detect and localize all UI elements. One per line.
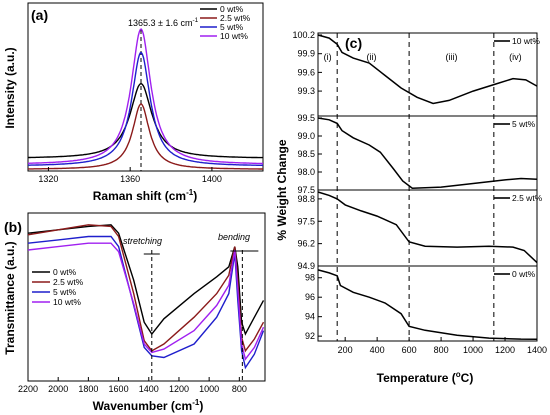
- panel-c-curves: [317, 34, 538, 340]
- panel-a-frame: [27, 2, 264, 172]
- panel-a-ylabel: Intensity (a.u.): [3, 47, 17, 128]
- panel-a-tick-label: 1320: [38, 174, 58, 184]
- panel-a-xlabel: Raman shift (cm-1): [93, 188, 197, 203]
- raman-line-0-wt: [28, 82, 263, 159]
- panel-b-tick-label: 2200: [18, 384, 38, 394]
- panel-c-ytick-label: 99.3: [297, 86, 315, 96]
- raman-line-5-wt: [28, 51, 264, 167]
- panel-b-ftir: (b) stretching bending 2200 2000 1800 1600 1…: [3, 212, 266, 413]
- panel-b-annotations: stretching bending: [123, 232, 259, 381]
- stage-label: (i): [324, 52, 332, 62]
- panel-c-frames: [317, 32, 538, 342]
- panel-a-peak-annotation: 1365.3 ± 1.6 cm-1: [128, 17, 199, 28]
- legend-b-label: 5 wt%: [53, 287, 77, 297]
- panel-c-xtick-label: 600: [402, 345, 417, 355]
- legend-b-label: 2.5 wt%: [53, 277, 84, 287]
- panel-a-tick-label: 1360: [120, 174, 140, 184]
- tga-line-2-5-wt: [317, 191, 538, 264]
- panel-b-xlabel: Wavenumber (cm-1): [93, 398, 204, 413]
- ftir-line-0-wt: [27, 224, 265, 336]
- legend-a-label: 0 wt%: [220, 4, 244, 14]
- panel-c-ytick-label: 96: [305, 292, 315, 302]
- panel-b-tick-label: 1600: [109, 384, 129, 394]
- panel-c-legend: 10 wt% 5 wt% 2.5 wt% 0 wt%: [494, 36, 543, 279]
- panel-c-ticks: 100.299.999.699.399.599.098.598.097.598.…: [292, 30, 547, 355]
- panel-c-subplot-frame: [317, 265, 538, 342]
- panel-c-stage-labels: (i) (ii) (iii) (iv): [324, 52, 522, 62]
- panel-c-ytick-label: 100.2: [292, 30, 315, 40]
- panel-c-ytick-label: 94: [305, 312, 315, 322]
- panel-a-legend: 0 wt%2.5 wt%5 wt%10 wt%: [200, 4, 251, 41]
- stage-label: (iv): [509, 52, 522, 62]
- panel-b-tick-label: 800: [232, 384, 247, 394]
- legend-a-label: 10 wt%: [220, 31, 248, 41]
- panel-b-x-ticks: 2200 2000 1800 1600 1400 1200 1000 800: [18, 377, 247, 394]
- panel-b-tick-label: 1800: [78, 384, 98, 394]
- panel-c-tga: (c) (i) (ii) (iii) (iv) 100.2 99.9 99.6 99.3 99…: [275, 30, 547, 385]
- panel-c-label: (c): [345, 35, 362, 51]
- panel-b-tick-label: 1200: [169, 384, 189, 394]
- panel-c-ytick-label: 96.2: [297, 239, 315, 249]
- raman-line-2-5-wt: [28, 103, 263, 170]
- panel-b-bending-label: bending: [218, 232, 250, 242]
- panel-c-ylabel: % Weight Change: [275, 139, 289, 240]
- ftir-line-10-wt: [27, 242, 265, 361]
- ftir-line-2-5-wt: [27, 224, 265, 353]
- panel-c-xtick-label: 800: [434, 345, 449, 355]
- stage-label: (ii): [367, 52, 377, 62]
- panel-b-tick-label: 1400: [139, 384, 159, 394]
- panel-b-frame: [27, 212, 266, 382]
- panel-c-ytick-label: 99.6: [297, 67, 315, 77]
- tga-line-0-wt: [317, 269, 538, 340]
- panel-c-ytick-label: 97.5: [297, 185, 315, 195]
- panel-c-stage-lines: [336, 33, 495, 341]
- panel-b-ylabel: Transmittance (a.u.): [3, 241, 17, 354]
- tga-line-10-wt: [317, 34, 538, 105]
- panel-c-ytick-label: 99.0: [297, 131, 315, 141]
- panel-b-tick-label: 1000: [199, 384, 219, 394]
- legend-b-label: 10 wt%: [53, 297, 81, 307]
- tga-line-5-wt: [317, 117, 538, 189]
- stage-label: (iii): [445, 52, 457, 62]
- panel-c-xtick-label: 1000: [463, 345, 483, 355]
- panel-c-subplot-frame: [317, 189, 538, 267]
- panel-c-ytick-label: 98.0: [297, 167, 315, 177]
- panel-a-x-ticks: 1320 1360 1400: [38, 167, 222, 184]
- panel-c-ytick-label: 98.5: [297, 149, 315, 159]
- panel-c-xtick-label: 1200: [495, 345, 515, 355]
- panel-a-curves: [28, 28, 264, 170]
- legend-c-label: 5 wt%: [512, 119, 536, 129]
- ftir-line-5-wt: [27, 235, 265, 370]
- panel-b-tick-label: 2000: [48, 384, 68, 394]
- panel-c-ytick-label: 94.9: [297, 261, 315, 271]
- panel-a-label: (a): [31, 7, 48, 23]
- panel-c-ytick-label: 98: [305, 273, 315, 283]
- legend-a-label: 2.5 wt%: [220, 13, 251, 23]
- panel-c-xtick-label: 1400: [527, 345, 547, 355]
- legend-c-label: 2.5 wt%: [512, 193, 543, 203]
- panel-c-xtick-label: 200: [338, 345, 353, 355]
- panel-c-subplot-frame: [317, 115, 538, 191]
- panel-b-stretching-label: stretching: [123, 236, 162, 246]
- panel-a-raman: (a) 1365.3 ± 1.6 cm-1 1320 1360 1400 0 wt%…: [3, 2, 264, 203]
- raman-line-10-wt: [28, 28, 263, 165]
- panel-c-ytick-label: 98.8: [297, 194, 315, 204]
- panel-b-legend: 0 wt%2.5 wt%5 wt%10 wt%: [32, 267, 84, 307]
- panel-c-ytick-label: 99.5: [297, 113, 315, 123]
- panel-c-ytick-label: 92: [305, 331, 315, 341]
- legend-a-label: 5 wt%: [220, 22, 244, 32]
- legend-c-label: 0 wt%: [512, 269, 536, 279]
- panel-b-curves: [27, 224, 265, 370]
- panel-a-tick-label: 1400: [202, 174, 222, 184]
- panel-c-xtick-label: 400: [370, 345, 385, 355]
- panel-c-xlabel: Temperature (oC): [377, 370, 474, 385]
- panel-b-label: (b): [4, 219, 22, 235]
- panel-c-ytick-label: 97.5: [297, 216, 315, 226]
- legend-c-label: 10 wt%: [512, 36, 540, 46]
- panel-c-ytick-label: 99.9: [297, 49, 315, 59]
- legend-b-label: 0 wt%: [53, 267, 77, 277]
